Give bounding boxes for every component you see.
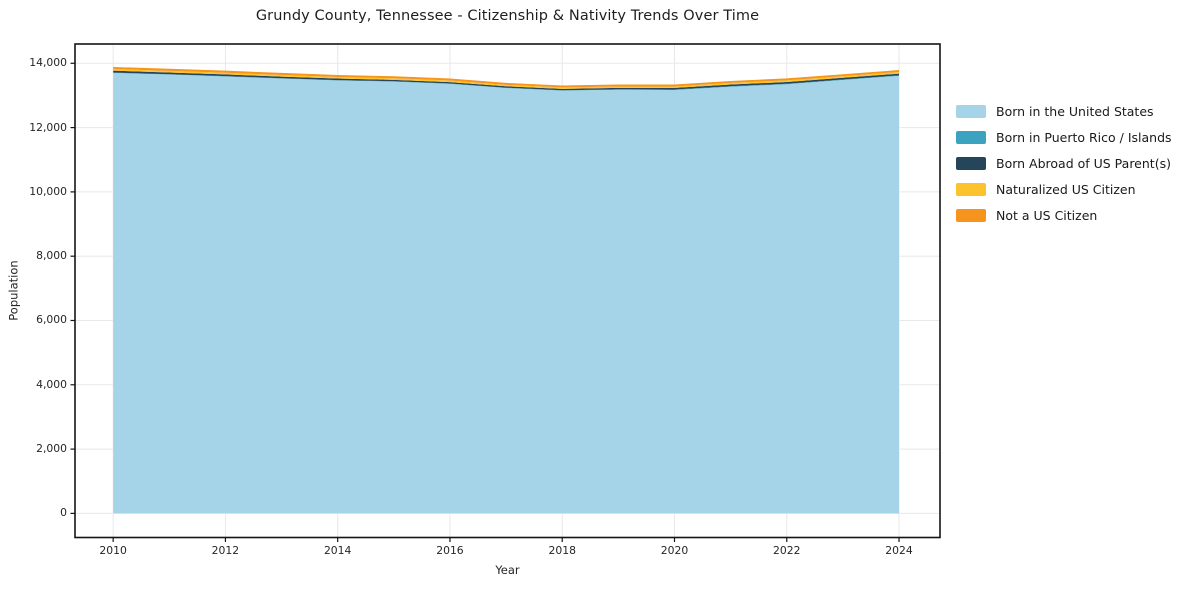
y-tick-label: 4,000 bbox=[36, 377, 67, 391]
legend-swatch-born-us bbox=[956, 105, 986, 118]
x-axis-title: Year bbox=[495, 563, 520, 577]
plot-border bbox=[74, 43, 941, 539]
legend-swatch-born-abroad bbox=[956, 157, 986, 170]
legend-item-not-citizen: Not a US Citizen bbox=[956, 208, 1188, 223]
legend-swatch-puerto-rico-islands bbox=[956, 131, 986, 144]
legend-swatch-not-citizen bbox=[956, 209, 986, 222]
area-series-3 bbox=[113, 69, 899, 89]
legend-label: Born Abroad of US Parent(s) bbox=[996, 156, 1171, 171]
x-tick-label: 2024 bbox=[885, 544, 913, 557]
legend-item-born-abroad: Born Abroad of US Parent(s) bbox=[956, 156, 1188, 171]
x-tick-label: 2022 bbox=[773, 544, 801, 557]
y-tick-label: 14,000 bbox=[29, 56, 67, 70]
area-series-4 bbox=[113, 66, 899, 88]
y-tick-label: 6,000 bbox=[36, 313, 67, 327]
legend-label: Born in the United States bbox=[996, 104, 1154, 119]
area-series-2 bbox=[113, 70, 899, 91]
y-tick-label: 12,000 bbox=[29, 120, 67, 134]
legend-item-naturalized: Naturalized US Citizen bbox=[956, 182, 1188, 197]
x-tick-label: 2012 bbox=[211, 544, 240, 557]
x-tick-label: 2018 bbox=[548, 544, 576, 557]
legend-label: Not a US Citizen bbox=[996, 208, 1098, 223]
y-tick-label: 2,000 bbox=[36, 442, 67, 456]
x-tick-label: 2010 bbox=[99, 544, 127, 557]
chart-title: Grundy County, Tennessee - Citizenship &… bbox=[255, 8, 760, 24]
legend-item-born-us: Born in the United States bbox=[956, 104, 1188, 119]
x-tick-label: 2020 bbox=[660, 544, 689, 557]
y-tick-label: 10,000 bbox=[29, 184, 67, 198]
y-axis-title: Population bbox=[6, 260, 21, 321]
legend: Born in the United States Born in Puerto… bbox=[956, 104, 1188, 235]
x-tick-label: 2016 bbox=[436, 544, 464, 557]
x-tick-label: 2014 bbox=[323, 544, 352, 557]
legend-swatch-naturalized bbox=[956, 183, 986, 196]
area-series-0 bbox=[113, 72, 899, 514]
y-tick-label: 0 bbox=[60, 506, 67, 520]
legend-label: Naturalized US Citizen bbox=[996, 182, 1136, 197]
legend-label: Born in Puerto Rico / Islands bbox=[996, 130, 1172, 145]
y-tick-label: 8,000 bbox=[36, 249, 67, 263]
legend-item-puerto-rico-islands: Born in Puerto Rico / Islands bbox=[956, 130, 1188, 145]
